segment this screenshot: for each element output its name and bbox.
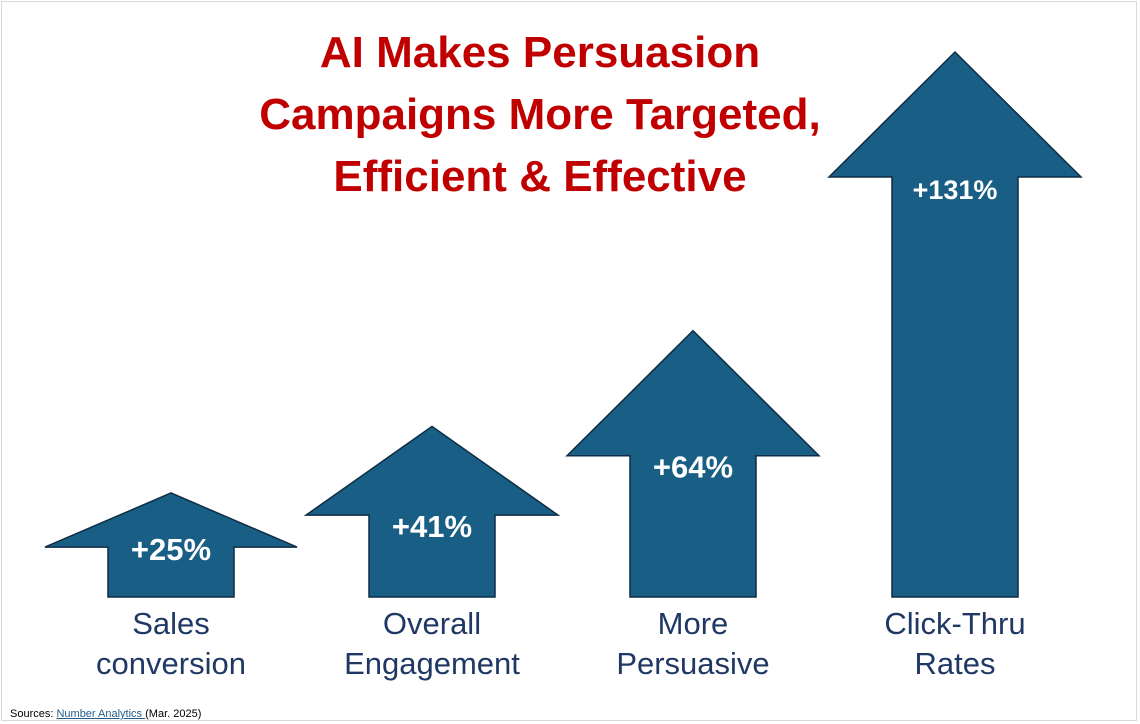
source-date: (Mar. 2025) (145, 708, 202, 720)
category-label-2-line-1: Overall (383, 606, 481, 641)
source-link[interactable]: Number Analytics (56, 708, 146, 720)
chart-title-line-1: AI Makes Persuasion (319, 28, 761, 77)
source-note: Sources: Number Analytics (Mar. 2025) (10, 708, 201, 720)
arrow-bar-3 (565, 329, 821, 598)
category-label-4-line-2: Rates (915, 646, 996, 681)
category-label-3-line-1: More (658, 606, 729, 641)
value-label-4: +131% (913, 175, 998, 205)
arrow-bar-2 (303, 425, 561, 598)
category-label-1-line-2: conversion (96, 646, 246, 681)
category-label-2-line-2: Engagement (344, 646, 520, 681)
value-label-3: +64% (653, 450, 733, 485)
chart-title: AI Makes Persuasion Campaigns More Targe… (190, 22, 890, 208)
category-label-4-line-1: Click-Thru (884, 606, 1025, 641)
arrow-bar-1 (44, 492, 298, 598)
chart-title-line-2: Campaigns More Targeted, (259, 90, 821, 139)
category-label-3-line-2: Persuasive (616, 646, 769, 681)
category-label-1-line-1: Sales (132, 606, 210, 641)
value-label-2: +41% (392, 509, 472, 544)
chart-title-line-3: Efficient & Effective (333, 152, 747, 201)
source-prefix: Sources: (10, 708, 57, 720)
arrow-bar-4 (827, 50, 1083, 598)
value-label-1: +25% (131, 532, 211, 567)
